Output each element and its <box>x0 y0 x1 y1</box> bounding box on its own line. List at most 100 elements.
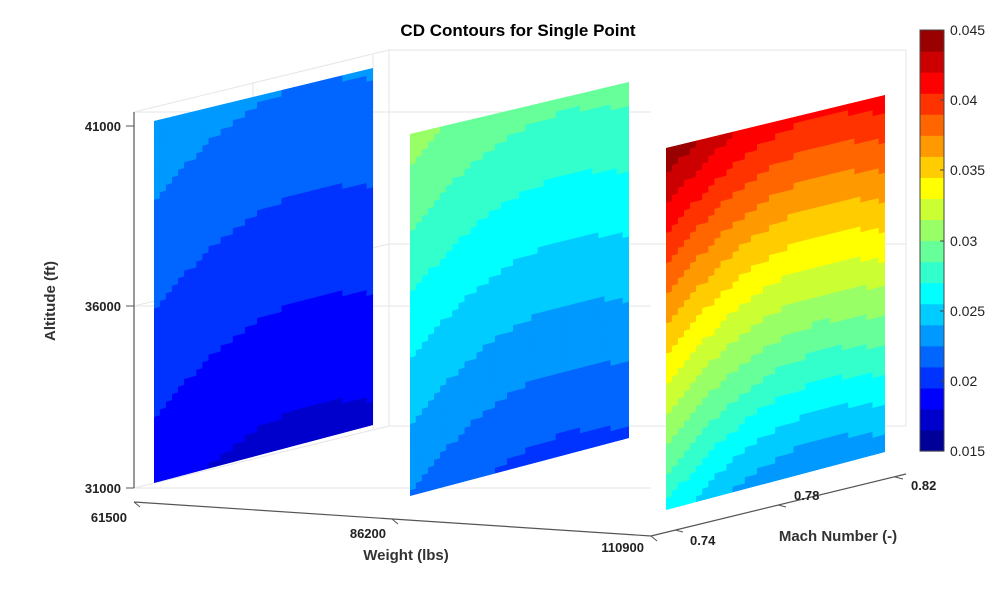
contour-cell <box>488 113 496 122</box>
contour-cell <box>366 216 373 225</box>
contour-cell <box>366 383 373 392</box>
contour-cell <box>696 138 703 148</box>
contour-cell <box>622 402 629 411</box>
contour-cell <box>311 80 319 90</box>
contour-cell <box>366 359 373 368</box>
contour-cell <box>622 318 629 328</box>
contour-cell <box>366 240 373 249</box>
contour-cell <box>366 311 373 320</box>
contour-cell <box>336 75 343 84</box>
contour-cell <box>622 176 629 185</box>
contour-cell <box>714 134 722 143</box>
contour-cell <box>622 390 629 399</box>
contour-cell <box>622 336 629 345</box>
contour-cell <box>366 222 373 231</box>
contour-cell <box>482 114 490 124</box>
contour-cell <box>610 84 618 93</box>
contour-cell <box>366 412 373 422</box>
contour-cell <box>220 102 228 112</box>
contour-cell <box>366 293 373 302</box>
contour-cell <box>622 111 629 120</box>
contour-cell <box>366 341 373 350</box>
contour-cell <box>622 378 629 387</box>
contour-cell <box>159 117 167 126</box>
contour-cell <box>671 144 679 153</box>
contour-cell <box>366 68 373 76</box>
contour-cell <box>366 139 373 148</box>
contour-cell <box>410 132 417 141</box>
contour-cell <box>622 224 629 233</box>
contour-cell <box>366 79 373 88</box>
contour-cell <box>494 111 502 121</box>
contour-cell <box>366 317 373 326</box>
contour-cell <box>561 96 569 105</box>
contour-cell <box>366 329 373 338</box>
contour-cell <box>238 98 246 107</box>
contour-cell <box>622 146 629 156</box>
contour-cell <box>366 85 373 94</box>
contour-cell <box>592 88 599 97</box>
contour-cell <box>622 188 629 197</box>
contour-cell <box>427 127 435 137</box>
contour-cell <box>281 88 289 97</box>
contour-cell <box>366 198 373 207</box>
contour-cell <box>415 130 423 139</box>
contour-cell <box>366 246 373 255</box>
contour-cell <box>666 146 673 155</box>
contour-cell <box>366 299 373 308</box>
contour-cell <box>323 77 331 87</box>
contour-cell <box>366 287 373 297</box>
contour-cell <box>251 95 258 104</box>
contour-cell <box>622 140 629 150</box>
contour-cell <box>622 307 629 316</box>
contour-cell <box>366 115 373 124</box>
contour-cell <box>366 109 373 118</box>
contour-cell <box>214 104 222 113</box>
contour-cell <box>330 76 337 85</box>
contour-cell <box>165 116 173 125</box>
contour-cell <box>622 283 629 292</box>
contour-cell <box>184 111 191 121</box>
contour-cell <box>598 87 606 96</box>
contour-cell <box>421 129 429 138</box>
contour-cell <box>622 384 629 393</box>
contour-cell <box>366 97 373 106</box>
contour-cell <box>269 91 277 100</box>
contour-cell <box>579 91 587 100</box>
contour-cell <box>366 174 373 183</box>
contour-cell <box>622 87 629 96</box>
contour-cell <box>202 107 210 116</box>
contour-cell <box>196 108 203 118</box>
contour-cell <box>178 113 185 122</box>
contour-cell <box>366 192 373 201</box>
contour-cell <box>622 431 629 440</box>
contour-cell <box>366 180 373 189</box>
contour-cell <box>622 229 629 239</box>
contour-cell <box>154 119 161 128</box>
contour-cell <box>720 132 728 142</box>
contour-cell <box>622 277 629 286</box>
contour-cell <box>366 168 373 177</box>
contour-cell <box>366 156 373 166</box>
contour-cell <box>366 388 373 398</box>
contour-cell <box>172 114 179 123</box>
contour-cell <box>622 360 629 369</box>
contour-cell <box>622 129 629 138</box>
contour-cell <box>622 247 629 256</box>
contour-cell <box>726 131 734 140</box>
contour-cell <box>622 164 629 173</box>
contour-cell <box>622 200 629 209</box>
contour-cell <box>549 98 557 108</box>
contour-cell <box>366 323 373 332</box>
contour-cell <box>622 372 629 381</box>
contour-cell <box>573 93 581 102</box>
contour-cell <box>366 406 373 416</box>
contour-cell <box>543 100 551 109</box>
contour-cell <box>366 186 373 195</box>
contour-cell <box>366 145 373 154</box>
contour-cell <box>366 204 373 213</box>
contour-slice <box>410 82 629 496</box>
contour-cell <box>506 109 514 118</box>
contour-cell <box>366 73 373 82</box>
